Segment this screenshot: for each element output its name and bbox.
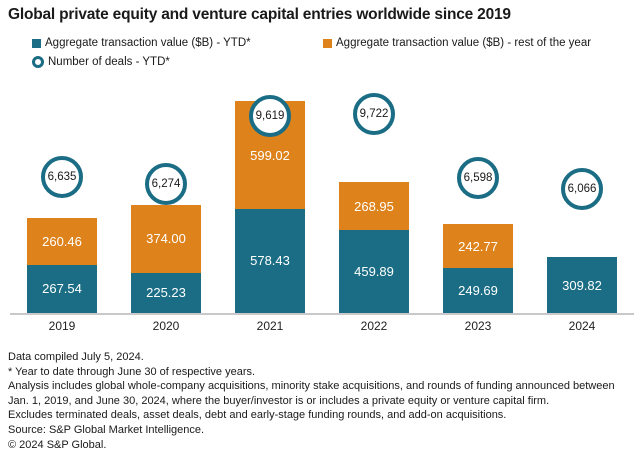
bar-segment: 578.43 <box>235 208 305 313</box>
year-column: 267.54 260.46 6,635 <box>10 88 114 315</box>
year-label: 2022 <box>360 319 388 333</box>
bar-stack: 225.23 374.00 <box>131 205 201 313</box>
bar-columns: 267.54 260.46 6,635 225.23 374.00 6,274 578.43… <box>10 88 634 315</box>
bar-segment: 242.77 <box>443 224 513 269</box>
footnote-compiled: Data compiled July 5, 2024. <box>8 351 144 363</box>
footnote-source: Source: S&P Global Market Intelligence. <box>8 423 205 436</box>
year-label: 2020 <box>152 319 180 333</box>
bar-value-label: 242.77 <box>458 238 498 254</box>
deals-value-label: 6,635 <box>47 171 77 183</box>
bar-value-label: 578.43 <box>250 253 290 269</box>
chart-title: Global private equity and venture capita… <box>8 6 511 23</box>
deals-circle: 6,635 <box>41 156 83 198</box>
deals-value-label: 9,619 <box>255 109 285 122</box>
legend-label: Aggregate transaction value ($B) - YTD* <box>45 37 251 49</box>
legend-item-rest-value: Aggregate transaction value ($B) - rest … <box>323 37 591 49</box>
deals-circle: 9,619 <box>249 94 291 137</box>
bar-value-label: 225.23 <box>146 285 186 301</box>
rest-value-swatch-icon <box>323 38 332 48</box>
bar-value-label: 309.82 <box>562 277 602 293</box>
x-axis-line <box>10 313 634 315</box>
bar-value-label: 268.95 <box>354 198 394 214</box>
deals-circle: 6,066 <box>561 167 603 210</box>
bar-value-label: 459.89 <box>354 264 394 280</box>
legend: Aggregate transaction value ($B) - YTD* … <box>32 37 636 68</box>
year-column: 309.82 6,066 <box>530 88 634 315</box>
bar-segment: 459.89 <box>339 230 409 313</box>
year-column: 578.43 599.02 9,619 <box>218 88 322 315</box>
year-column: 225.23 374.00 6,274 <box>114 88 218 315</box>
footnote-excludes: Excludes terminated deals, asset deals, … <box>8 409 507 422</box>
bar-segment: 267.54 <box>27 264 97 313</box>
footnote-ytd: * Year to date through June 30 of respec… <box>8 365 256 378</box>
year-label: 2019 <box>48 319 76 333</box>
deals-value-label: 9,722 <box>359 107 389 120</box>
footnote-analysis: Analysis includes global whole-company a… <box>8 380 615 407</box>
chart-plot: 267.54 260.46 6,635 225.23 374.00 6,274 578.43… <box>10 88 634 315</box>
x-axis-labels: 2019 2020 2021 2022 2023 2024 <box>10 319 634 339</box>
bar-segment: 225.23 <box>131 272 201 313</box>
deals-ring-icon <box>32 56 44 68</box>
footnotes: Data compiled July 5, 2024. * Year to da… <box>8 350 636 452</box>
deals-circle: 9,722 <box>353 92 395 135</box>
bar-stack: 267.54 260.46 <box>27 217 97 313</box>
legend-label: Number of deals - YTD* <box>48 56 170 68</box>
legend-item-ytd-value: Aggregate transaction value ($B) - YTD* <box>32 37 323 49</box>
footnote-copyright: © 2024 S&P Global. <box>8 438 107 451</box>
deals-circle: 6,598 <box>457 156 499 199</box>
deals-value-label: 6,066 <box>567 182 597 195</box>
bar-value-label: 374.00 <box>146 231 186 247</box>
deals-circle: 6,274 <box>145 163 187 206</box>
legend-item-number-of-deals: Number of deals - YTD* <box>32 56 170 68</box>
legend-label: Aggregate transaction value ($B) - rest … <box>336 37 592 49</box>
bar-value-label: 599.02 <box>250 147 290 163</box>
year-label: 2023 <box>464 319 492 333</box>
deals-value-label: 6,274 <box>151 178 181 191</box>
bar-segment: 268.95 <box>339 181 409 231</box>
bar-value-label: 260.46 <box>42 233 82 249</box>
bar-value-label: 267.54 <box>42 281 82 297</box>
year-label: 2021 <box>256 319 284 333</box>
bar-stack: 249.69 242.77 <box>443 224 513 313</box>
bar-segment: 249.69 <box>443 268 513 313</box>
year-label: 2024 <box>568 319 596 333</box>
bar-stack: 309.82 <box>547 257 617 313</box>
bar-stack: 459.89 268.95 <box>339 181 409 313</box>
bar-value-label: 249.69 <box>458 283 498 299</box>
year-column: 459.89 268.95 9,722 <box>322 88 426 315</box>
bar-stack: 578.43 599.02 <box>235 101 305 313</box>
bar-segment: 260.46 <box>27 217 97 265</box>
year-column: 249.69 242.77 6,598 <box>426 88 530 315</box>
ytd-value-swatch-icon <box>32 38 41 48</box>
bar-segment: 309.82 <box>547 257 617 313</box>
bar-segment: 374.00 <box>131 205 201 273</box>
deals-value-label: 6,598 <box>463 171 493 184</box>
